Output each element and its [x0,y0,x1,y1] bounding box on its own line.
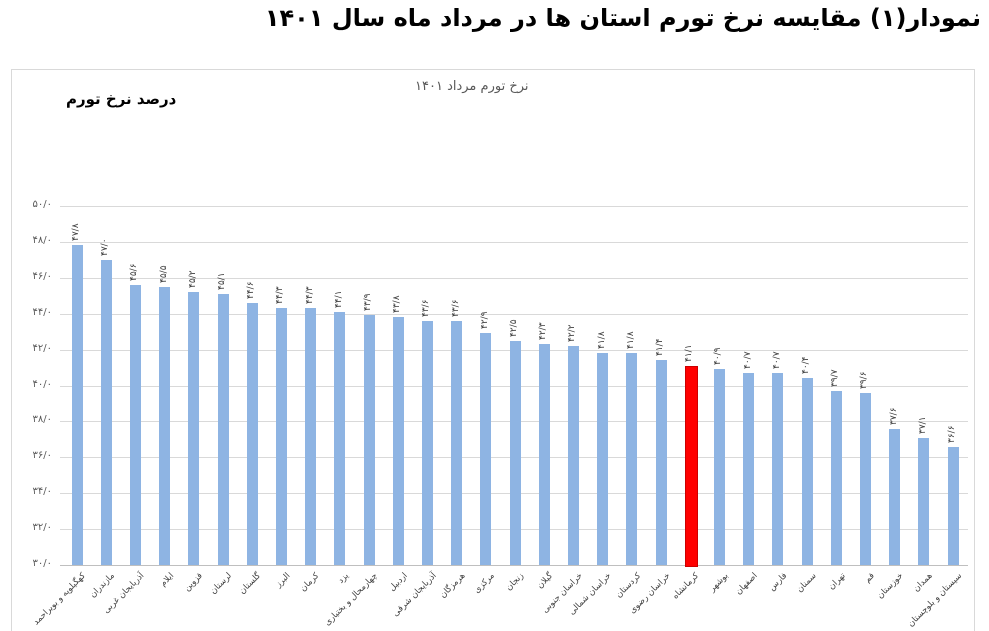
bar [597,353,609,565]
bar-value-label: ۴۲/۲ [567,324,578,342]
bar-value-label: ۳۶/۶ [947,424,957,443]
bar [567,346,579,565]
bar [626,353,638,565]
bar-value-label: ۴۳/۶ [421,299,432,317]
bar [801,378,813,565]
gridline [60,241,968,243]
bar [772,372,784,565]
bar-value-label: ۴۴/۶ [246,281,257,299]
bar-value-label: ۴۳/۹ [363,293,373,312]
chart-frame [11,69,975,631]
bar [188,292,200,565]
bar [509,340,521,565]
y-tick-label: ۴۲/۰ [32,342,52,354]
bar-value-label: ۴۵/۲ [187,270,198,289]
bar-value-label: ۳۷/۶ [888,407,899,425]
bar-value-label: ۴۱/۸ [596,331,607,350]
bar [830,390,842,565]
bar [100,259,112,565]
y-axis-label: درصد نرخ تورم [66,90,177,108]
gridline [60,565,968,566]
bar [713,369,725,565]
bar [129,284,141,565]
bar-value-label: ۴۰/۷ [771,351,782,369]
bar [480,333,492,565]
y-tick-label: ۴۸/۰ [32,234,52,246]
bar [684,365,698,567]
bar-value-label: ۴۲/۵ [509,319,519,337]
bar-value-label: ۴۳/۶ [450,299,461,317]
y-tick-label: ۳۸/۰ [32,414,52,426]
bar-value-label: ۴۵/۵ [158,265,169,283]
gridline [60,206,968,207]
bar [363,315,375,565]
y-tick-label: ۳۰/۰ [32,558,52,569]
bar-value-label: ۴۷/۸ [71,223,81,242]
y-tick-label: ۳۶/۰ [32,450,52,462]
bar [743,372,755,565]
bar-value-label: ۴۱/۴ [655,338,665,357]
bar [918,437,930,565]
y-tick-label: ۳۲/۰ [32,522,52,534]
bar [451,320,463,565]
bar-value-label: ۴۵/۱ [217,272,227,290]
bar-value-label: ۳۷/۱ [917,416,928,434]
bar-value-label: ۳۹/۶ [859,371,870,389]
bar-value-label: ۴۴/۱ [333,290,344,308]
bar-value-label: ۴۴/۳ [304,286,315,305]
y-tick-label: ۴۰/۰ [32,378,52,390]
bar [246,302,258,565]
y-tick-label: ۳۴/۰ [32,486,52,498]
bar-value-label: ۴۲/۹ [479,311,490,330]
bar [538,344,550,565]
bar [217,293,229,565]
bar [392,317,404,565]
bar-value-label: ۴۲/۳ [538,322,549,341]
bar [421,320,433,565]
y-tick-label: ۴۴/۰ [32,306,52,318]
bar [859,392,871,565]
y-tick-label: ۴۶/۰ [32,270,52,282]
bar [159,286,171,565]
bar-value-label: ۴۵/۶ [129,263,140,281]
bar-value-label: ۴۰/۷ [742,351,753,369]
bar-value-label: ۴۷/۰ [100,238,111,256]
bar [71,245,83,565]
bar [655,360,667,565]
bar-value-label: ۴۴/۳ [275,286,286,305]
bar-value-label: ۴۰/۴ [801,356,811,375]
bar-value-label: ۴۰/۹ [713,347,724,366]
bar-value-label: ۴۳/۸ [392,295,403,314]
y-tick-label: ۵۰/۰ [32,199,52,210]
bar-value-label: ۳۹/۷ [830,369,841,387]
bar [947,446,959,565]
bar [334,311,346,565]
bar-value-label: ۴۱/۸ [625,331,636,350]
bar [275,308,287,565]
gridline [60,313,968,315]
page-title: نمودار(۱) مقایسه نرخ تورم استان ها در مر… [264,4,981,32]
bar [305,308,317,565]
chart-title: نرخ تورم مرداد ۱۴۰۱ [415,79,529,94]
bar [889,428,901,565]
bar-value-label: ۴۱/۱ [684,344,695,362]
gridline [60,277,968,279]
